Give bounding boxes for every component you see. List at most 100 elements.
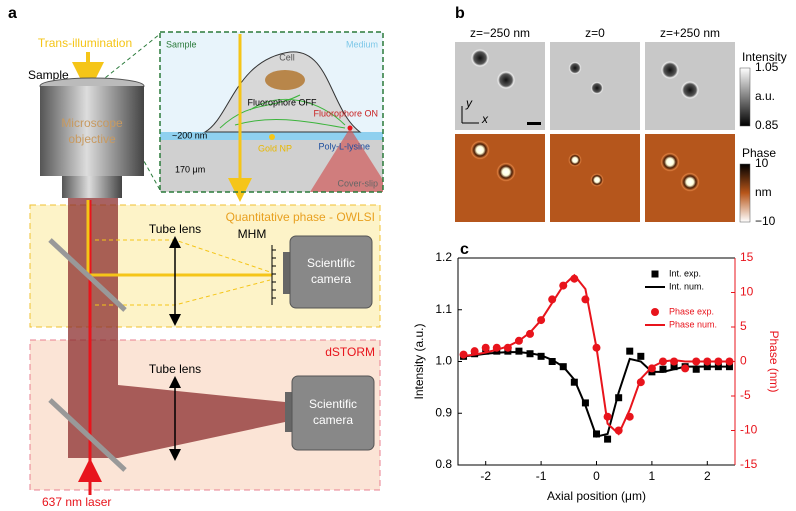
spot — [660, 60, 680, 80]
y-tick-label: 1.1 — [435, 302, 452, 316]
colorbar-tick-label: 0.85 — [755, 118, 779, 132]
y-tick-label: 1.0 — [435, 354, 452, 368]
colorbar-tick-label: 10 — [755, 156, 769, 170]
axis-letter: x — [481, 112, 489, 126]
label: Cover-slip — [337, 178, 378, 188]
objective — [62, 176, 122, 198]
label: Gold NP — [258, 143, 292, 153]
spot — [590, 81, 604, 95]
gold-np — [269, 134, 275, 140]
column-header: z=0 — [585, 26, 605, 40]
legend-label: Phase num. — [669, 319, 717, 329]
marker — [615, 394, 623, 402]
x-axis-label: Axial position (μm) — [547, 489, 646, 503]
connector — [99, 33, 161, 83]
y-tick-label: 1.2 — [435, 250, 452, 264]
label: ~200 nm — [172, 130, 207, 140]
x-tick-label: 2 — [704, 469, 711, 483]
camera — [289, 235, 373, 309]
axis-frame — [457, 257, 735, 466]
marker — [548, 358, 556, 365]
colorbar-title: Intensity — [742, 50, 787, 64]
label: objective — [68, 132, 116, 146]
marker — [581, 399, 589, 407]
y2-tick-label: 5 — [740, 319, 747, 333]
marker — [637, 352, 645, 360]
objective — [40, 86, 144, 176]
label: Cell — [279, 52, 295, 62]
legend-marker — [651, 308, 659, 316]
column-header: z=−250 nm — [470, 26, 530, 40]
colorbar-unit: a.u. — [755, 89, 775, 103]
colorbar-title: Phase — [742, 146, 776, 160]
panel-a: a Trans-illumination Sample Tube lens Tu… — [8, 5, 384, 509]
panel-label: b — [455, 5, 465, 22]
spot — [680, 172, 700, 192]
label: Trans-illumination — [38, 36, 132, 50]
label: Fluorophore ON — [313, 108, 378, 118]
x-tick-label: 1 — [649, 469, 656, 483]
image-axes — [461, 106, 479, 124]
nucleus — [265, 70, 305, 90]
camera — [283, 252, 291, 294]
mirror — [48, 398, 127, 472]
colorbar — [739, 67, 751, 127]
y2-tick-label: 10 — [740, 285, 754, 299]
axis-letter: y — [465, 96, 473, 110]
spot — [568, 61, 582, 75]
legend-label: Int. num. — [669, 281, 704, 291]
spot — [568, 153, 582, 167]
label: camera — [311, 272, 351, 286]
y-tick-label: 0.8 — [435, 457, 452, 471]
label: Poly-L-lysine — [318, 141, 370, 151]
y2-tick-label: -5 — [740, 388, 751, 402]
mask — [271, 245, 276, 305]
fluorophore — [347, 125, 353, 131]
colorbar-tick-label: −10 — [755, 214, 776, 228]
scale-bar — [527, 122, 541, 125]
emission-beam — [68, 195, 285, 458]
box-title: dSTORM — [325, 345, 375, 359]
legend-label: Int. exp. — [669, 268, 701, 278]
y2-axis-label: Phase (nm) — [767, 330, 781, 392]
spot — [470, 48, 490, 68]
column-header: z=+250 nm — [660, 26, 720, 40]
marker — [515, 347, 523, 355]
x-tick-label: 0 — [593, 469, 600, 483]
colorbar-unit: nm — [755, 185, 772, 199]
label: Tube lens — [149, 222, 201, 236]
y2-tick-label: -15 — [740, 457, 758, 471]
marker — [626, 347, 634, 355]
marker — [481, 343, 490, 352]
label: camera — [313, 413, 353, 427]
excitation — [310, 128, 383, 192]
x-tick-label: -2 — [480, 469, 491, 483]
marker — [681, 364, 690, 373]
filaments — [219, 94, 346, 129]
marker — [570, 378, 578, 386]
marker — [459, 350, 468, 359]
label: Sample — [28, 68, 69, 82]
label: MHM — [238, 227, 267, 241]
camera — [291, 375, 375, 451]
y-axis-label: Intensity (a.u.) — [412, 323, 426, 399]
spot — [590, 173, 604, 187]
label: Tube lens — [149, 362, 201, 376]
marker — [470, 347, 479, 356]
panel-b: b c z=−250 nm z=0 z=+250 nm yx Intensity1.05… — [455, 5, 787, 258]
label: 637 nm laser — [42, 495, 111, 509]
spot — [470, 140, 490, 160]
box-title: Quantitative phase - OWLSI — [226, 210, 375, 224]
label: Microscope — [61, 116, 123, 130]
legend-marker — [651, 270, 659, 278]
label: Fluorophore OFF — [247, 97, 317, 107]
marker — [526, 329, 535, 338]
y-tick-label: 0.9 — [435, 405, 452, 419]
y2-tick-label: -10 — [740, 423, 758, 437]
label: 170 μm — [175, 164, 205, 174]
panel-label: c — [460, 241, 469, 258]
spot — [660, 152, 680, 172]
spot — [680, 80, 700, 100]
marker — [692, 365, 700, 373]
